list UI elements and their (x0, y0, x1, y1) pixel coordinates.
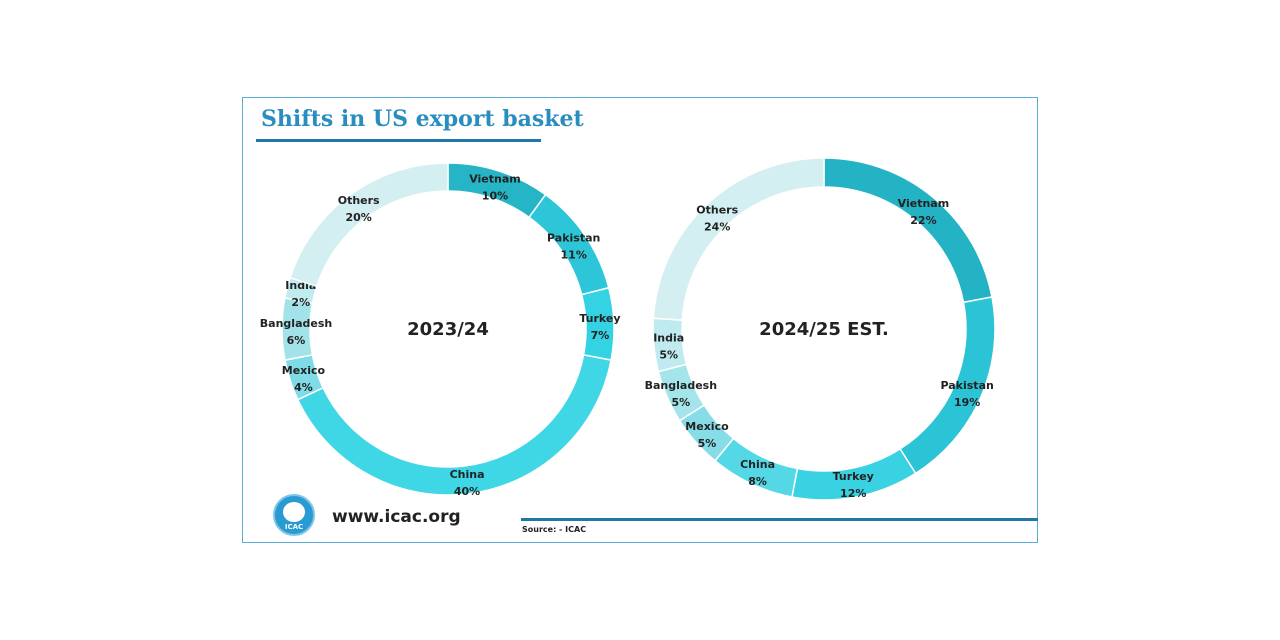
slice-pakistan (528, 193, 610, 296)
title-underline (256, 139, 541, 142)
slice-label-india: India 5% (653, 332, 684, 362)
page-title: Shifts in US export basket (261, 106, 584, 132)
source-divider (521, 518, 1038, 521)
logo-text: ICAC (284, 523, 304, 531)
donut-chart-2024-25: Vietnam 22% Pakistan 19% Turkey 12% China 8% Mex… (645, 157, 996, 501)
slice-label-bangladesh: Bangladesh 6% (260, 317, 332, 347)
slice-label-china: China 8% (740, 458, 775, 488)
slice-label-others: Others 24% (696, 203, 738, 233)
slice-label-turkey: Turkey 7% (579, 312, 620, 342)
slice-others (652, 157, 825, 321)
source-note: Source: - ICAC (522, 525, 587, 534)
slice-others (289, 162, 449, 288)
slice-label-turkey: Turkey 12% (833, 470, 874, 500)
logo-cotton-shape (283, 502, 305, 522)
icac-logo-icon: ICAC (273, 494, 315, 536)
slice-label-mexico: Mexico 5% (685, 420, 729, 450)
donut-2023-center-label: 2023/24 (407, 319, 489, 340)
slice-label-others: Others 20% (338, 194, 380, 224)
slice-label-mexico: Mexico 4% (282, 364, 326, 394)
website-link[interactable]: www.icac.org (332, 507, 461, 527)
slice-india (652, 317, 688, 373)
slice-label-china: China 40% (450, 468, 485, 498)
slice-label-pakistan: Pakistan 19% (940, 379, 993, 409)
slice-vietnam (823, 157, 993, 304)
slice-label-vietnam: Vietnam 22% (898, 197, 950, 227)
slice-label-pakistan: Pakistan 11% (547, 232, 600, 262)
donut-2024-center-label: 2024/25 EST. (759, 319, 889, 340)
donut-chart-2023-24: Vietnam 10% Pakistan 11% Turkey 7% China 40% Mex… (260, 162, 621, 498)
slice-label-bangladesh: Bangladesh 5% (645, 379, 717, 409)
slice-label-vietnam: Vietnam 10% (469, 172, 521, 202)
